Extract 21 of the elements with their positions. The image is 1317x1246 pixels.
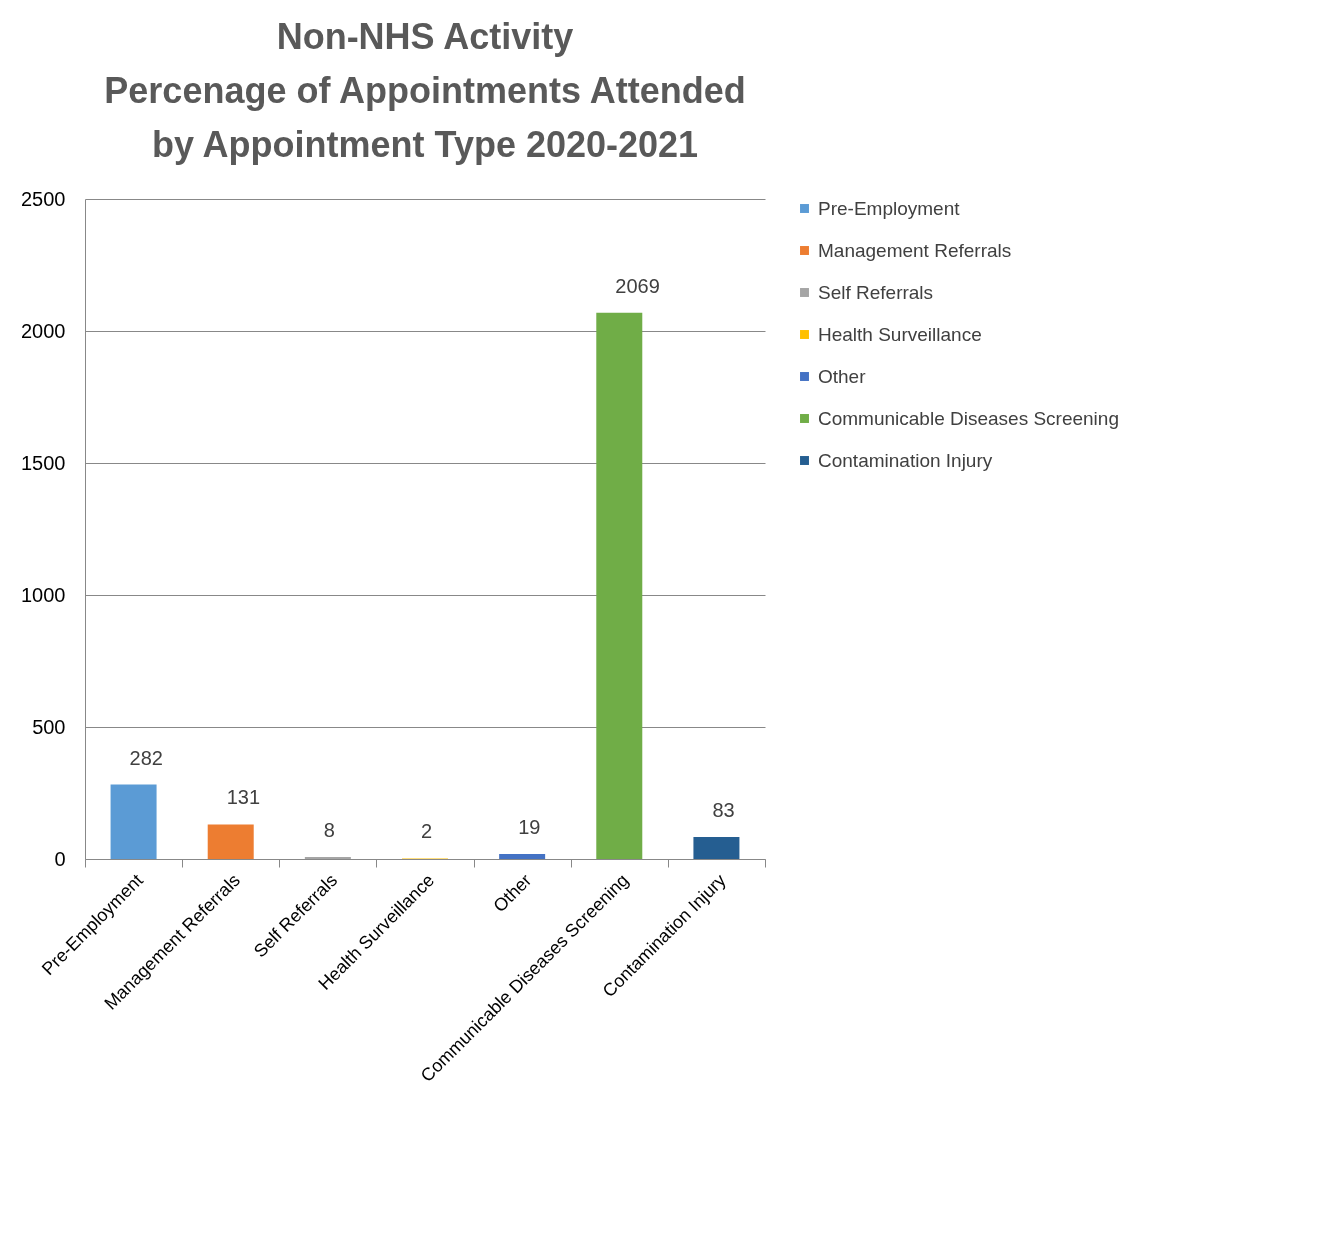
legend-label: Self Referrals xyxy=(818,281,934,303)
legend-label: Other xyxy=(818,365,867,387)
legend-label: Management Referrals xyxy=(818,239,1012,261)
data-label: 8 xyxy=(323,818,335,841)
y-tick-label: 500 xyxy=(32,715,66,738)
legend-label: Health Surveillance xyxy=(818,323,982,345)
y-tick-label: 2000 xyxy=(21,319,66,342)
legend-label: Contamination Injury xyxy=(818,449,993,471)
data-label: 2069 xyxy=(615,274,660,297)
y-tick-label: 0 xyxy=(54,847,66,870)
y-tick-label: 2500 xyxy=(21,187,66,210)
data-label: 19 xyxy=(518,815,541,838)
chart-title: Non-NHS Activity Percenage of Appointments Attended by Appointment Type 2020-2021 xyxy=(104,16,746,165)
legend-label: Communicable Diseases Screening xyxy=(818,407,1119,429)
data-label: 83 xyxy=(712,799,735,822)
legend-label: Pre-Employment xyxy=(818,197,961,219)
data-label: 2 xyxy=(421,820,433,843)
y-tick-label: 1500 xyxy=(21,451,66,474)
data-label: 282 xyxy=(129,746,163,769)
y-tick-label: 1000 xyxy=(21,583,66,606)
data-label: 131 xyxy=(226,786,261,809)
